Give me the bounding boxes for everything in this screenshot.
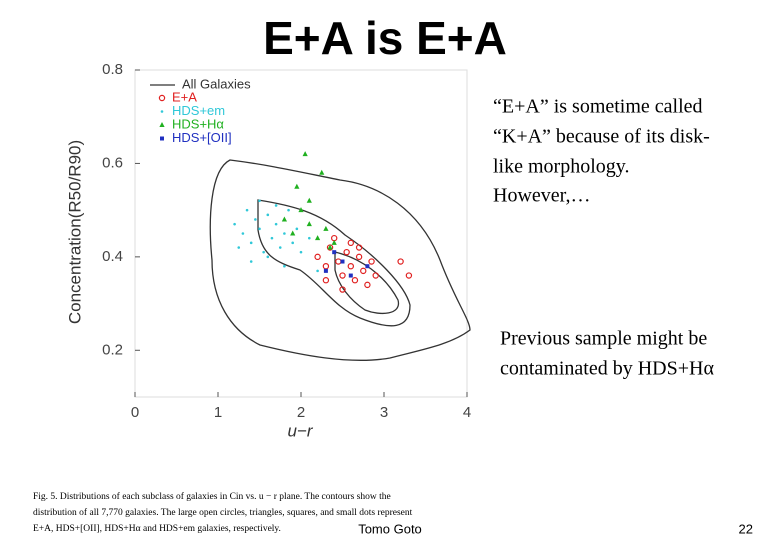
legend: All Galaxies [150,76,251,91]
data-point [323,268,328,273]
data-point [368,258,375,265]
data-point [270,236,274,240]
author: Tomo Goto [358,521,422,536]
data-point [274,204,278,207]
data-point [298,207,304,213]
data-point [365,264,370,269]
data-point [339,286,346,293]
contour-middle [257,199,411,327]
data-point [347,263,354,270]
data-point [360,267,367,275]
data-point [290,230,296,236]
text-line: However,… [493,185,591,207]
x-axis-label: u−r [287,421,313,440]
data-point [332,250,337,255]
data-point [319,169,325,175]
y-tick-label: 0.2 [102,341,123,358]
data-point [233,222,236,226]
data-point [281,216,287,222]
caption-line: distribution of all 7,770 galaxies. The … [33,507,413,518]
data-point [355,253,363,261]
data-point [287,208,290,212]
data-point [323,225,329,231]
legend-marker [160,136,164,141]
data-point [327,244,333,250]
text-line: like morphology. [493,156,629,178]
text-line: Previous sample might be [500,328,707,350]
data-point [372,272,379,279]
text-line: “K+A” because of its disk- [493,126,710,148]
legend-marker [160,110,164,113]
data-point [241,232,245,235]
data-point [331,239,337,245]
legend-label: HDS+[OII] [172,130,232,145]
data-point [283,264,286,268]
legend-marker [158,94,166,102]
data-point [266,255,270,259]
data-point [295,227,299,231]
data-point [355,244,363,251]
text-line: contaminated by HDS+Hα [500,358,714,380]
legend-label: HDS+Hα [172,116,224,131]
data-point [249,260,253,263]
data-point [314,253,321,261]
y-tick-label: 0.6 [102,154,123,171]
data-point [266,213,270,217]
data-point [348,273,353,278]
data-point [351,277,359,284]
y-tick-label: 0.4 [102,248,123,265]
x-tick-label: 1 [214,404,222,421]
y-axis-label: Concentration(R50/R90) [65,140,84,324]
contour-outer [209,159,471,361]
data-point [340,259,345,264]
data-point [322,263,330,270]
data-point [249,241,253,245]
data-point [258,227,261,231]
data-point [254,218,257,221]
data-point [347,239,354,247]
caption-line: Fig. 5. Distributions of each subclass o… [33,491,391,502]
data-point [316,269,319,273]
y-tick-label: 0.8 [102,61,123,78]
data-point [291,241,295,245]
legend-label: HDS+em [172,103,225,118]
data-point [299,250,303,254]
data-point [306,221,312,227]
data-point [315,235,321,241]
x-tick-label: 4 [463,404,471,421]
data-point [258,199,261,203]
data-point [278,246,282,249]
legend-label: E+A [172,89,197,104]
text-block: “E+A” is sometime called “K+A” because o… [493,96,714,380]
text-line: “E+A” is sometime called [493,96,703,118]
data-point [397,258,404,265]
data-point [308,236,311,240]
page-number: 22 [739,521,753,536]
x-tick-label: 3 [380,404,388,421]
caption-line: E+A, HDS+[OII], HDS+Hα and HDS+em galaxi… [33,524,281,534]
data-point [364,281,371,289]
slide-title: E+A is E+A [263,12,507,64]
data-point [405,272,413,279]
legend-marker [159,122,165,127]
data-point [343,248,350,256]
data-point [245,208,249,212]
data-point [322,277,330,284]
data-point [306,197,312,203]
x-tick-label: 0 [131,404,139,421]
data-point [335,258,342,265]
legend-label: All Galaxies [182,76,251,91]
data-point [274,222,278,226]
data-point [262,250,265,254]
data-point [237,246,241,249]
data-point [339,272,346,279]
x-tick-label: 2 [297,404,305,421]
caption: Fig. 5. Distributions of each subclass o… [33,491,413,534]
data-point [294,183,300,189]
data-point [302,151,308,157]
data-point [283,232,286,235]
